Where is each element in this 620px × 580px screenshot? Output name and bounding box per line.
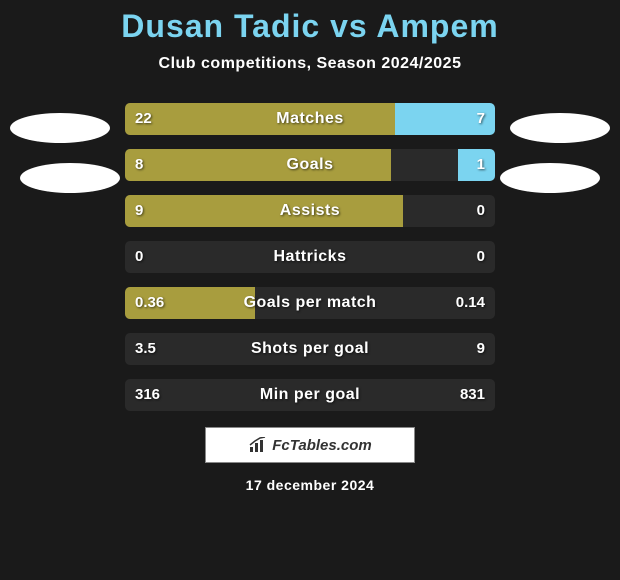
stat-row: 227Matches — [125, 103, 495, 135]
stat-row: 90Assists — [125, 195, 495, 227]
player2-badge-top — [510, 113, 610, 143]
page-subtitle: Club competitions, Season 2024/2025 — [0, 55, 620, 73]
player2-badge-bottom — [500, 163, 600, 193]
stat-label: Goals per match — [125, 287, 495, 319]
logo-text: FcTables.com — [272, 437, 371, 454]
stat-row: 00Hattricks — [125, 241, 495, 273]
stat-label: Assists — [125, 195, 495, 227]
fctables-logo: FcTables.com — [205, 427, 415, 463]
player1-badge-bottom — [20, 163, 120, 193]
comparison-infographic: Dusan Tadic vs Ampem Club competitions, … — [0, 0, 620, 580]
stat-row: 316831Min per goal — [125, 379, 495, 411]
stat-row: 3.59Shots per goal — [125, 333, 495, 365]
date-text: 17 december 2024 — [0, 477, 620, 493]
player1-badge-top — [10, 113, 110, 143]
stats-area: 227Matches 81Goals 90Assists 00Hattricks 0.3… — [0, 103, 620, 411]
stat-label: Hattricks — [125, 241, 495, 273]
page-title: Dusan Tadic vs Ampem — [0, 0, 620, 45]
bars-wrapper: 227Matches 81Goals 90Assists 00Hattricks 0.3… — [125, 103, 495, 411]
stat-label: Shots per goal — [125, 333, 495, 365]
stat-label: Matches — [125, 103, 495, 135]
stat-row: 0.360.14Goals per match — [125, 287, 495, 319]
chart-icon — [248, 437, 268, 453]
stat-row: 81Goals — [125, 149, 495, 181]
stat-label: Min per goal — [125, 379, 495, 411]
stat-label: Goals — [125, 149, 495, 181]
